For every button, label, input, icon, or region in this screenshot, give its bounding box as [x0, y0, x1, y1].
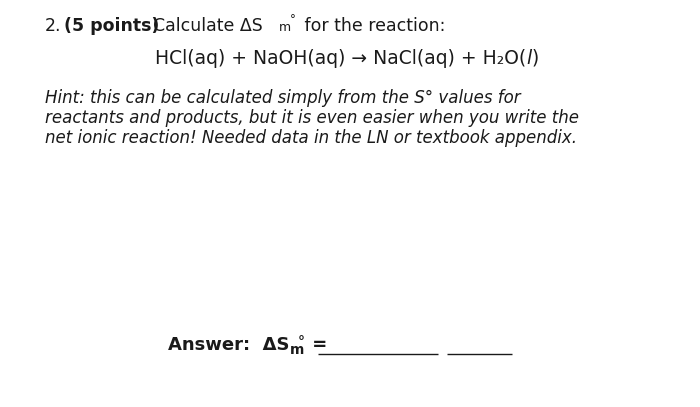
Text: Hint: this can be calculated simply from the S° values for: Hint: this can be calculated simply from…	[45, 89, 521, 107]
Text: °: °	[298, 335, 304, 349]
Text: m: m	[290, 343, 304, 357]
Text: (5 points): (5 points)	[64, 17, 160, 35]
Text: l: l	[526, 49, 531, 68]
Text: m: m	[279, 21, 291, 34]
Text: for the reaction:: for the reaction:	[299, 17, 445, 35]
Text: Calculate ΔS: Calculate ΔS	[142, 17, 262, 35]
Text: =: =	[305, 336, 327, 354]
Text: 2.: 2.	[45, 17, 62, 35]
Text: reactants and products, but it is even easier when you write the: reactants and products, but it is even e…	[45, 109, 579, 127]
Text: °: °	[290, 13, 296, 26]
Text: Answer:  ΔS: Answer: ΔS	[168, 336, 290, 354]
Text: HCl(aq) + NaOH(aq) → NaCl(aq) + H₂O(: HCl(aq) + NaOH(aq) → NaCl(aq) + H₂O(	[155, 49, 526, 68]
Text: ): )	[531, 49, 538, 68]
Text: net ionic reaction! Needed data in the LN or textbook appendix.: net ionic reaction! Needed data in the L…	[45, 129, 577, 147]
